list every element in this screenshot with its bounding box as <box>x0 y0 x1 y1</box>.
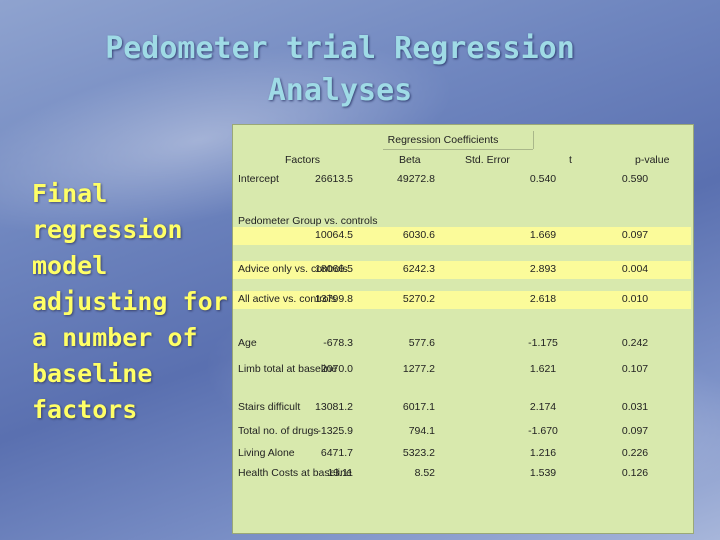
cell-t: 1.216 <box>529 447 557 459</box>
cell-t: 2.174 <box>529 401 557 413</box>
column-header-factors: Factors <box>285 154 321 166</box>
cell-p-value: 0.126 <box>621 467 649 479</box>
group-header-underline <box>383 149 533 150</box>
cell-std-error: 49272.8 <box>397 173 435 185</box>
cell-factor: Intercept <box>238 173 279 185</box>
cell-factor: Living Alone <box>238 447 295 459</box>
cell-beta: 26613.5 <box>315 173 353 185</box>
side-caption-line: regression <box>32 215 183 244</box>
column-header-p-value: p-value <box>635 154 670 166</box>
cell-beta: 13081.2 <box>315 401 353 413</box>
group-header: Regression Coefficients <box>353 131 534 149</box>
cell-p-value: 0.107 <box>621 363 649 375</box>
cell-p-value: 0.031 <box>621 401 649 413</box>
cell-factor: Health Costs at baseline <box>238 467 352 479</box>
side-caption-line: adjusting for <box>32 287 228 316</box>
cell-factor: Age <box>238 337 257 349</box>
cell-beta: 13.11 <box>327 467 354 479</box>
cell-beta: -678.3 <box>323 337 353 349</box>
cell-factor: Stairs difficult <box>238 401 301 413</box>
cell-p-value: 0.004 <box>621 263 649 275</box>
side-caption-line: factors <box>32 395 138 424</box>
cell-p-value: 0.242 <box>621 337 649 349</box>
cell-beta: 10064.5 <box>315 229 353 241</box>
slide-title: Pedometer trial Regression Analyses <box>60 28 620 112</box>
side-caption-line: Final <box>32 179 108 208</box>
cell-beta: -1325.9 <box>317 425 353 437</box>
cell-t: 2.893 <box>529 263 557 275</box>
cell-std-error: 6030.6 <box>402 229 435 241</box>
slide-title-line1: Pedometer trial Regression <box>105 31 575 66</box>
cell-std-error: 5270.2 <box>402 293 435 305</box>
row-highlight <box>233 227 691 245</box>
row-highlight <box>233 291 691 309</box>
cell-t: -1.670 <box>528 425 558 437</box>
cell-p-value: 0.226 <box>621 447 649 459</box>
cell-factor: Advice only vs. controls <box>238 263 348 275</box>
side-caption-line: baseline <box>32 359 153 388</box>
cell-factor: Pedometer Group vs. controls <box>238 215 378 227</box>
cell-std-error: 577.6 <box>408 337 435 349</box>
side-caption-line: a number of <box>32 323 198 352</box>
column-header-t: t <box>569 154 572 166</box>
cell-p-value: 0.010 <box>621 293 649 305</box>
cell-std-error: 5323.2 <box>402 447 435 459</box>
column-header-beta: Beta <box>399 154 421 166</box>
cell-p-value: 0.097 <box>621 229 649 241</box>
cell-t: 1.621 <box>529 363 557 375</box>
side-caption: Final regression model adjusting for a numbe… <box>32 176 232 428</box>
regression-table: Regression Coefficients Factors Beta Std… <box>232 124 694 534</box>
row-highlight <box>233 261 691 279</box>
cell-std-error: 1277.2 <box>402 363 435 375</box>
cell-t: 1.539 <box>529 467 557 479</box>
column-header-std-error: Std. Error <box>465 154 510 166</box>
cell-factor: Limb total at baseline <box>238 363 338 375</box>
cell-t: 1.669 <box>529 229 557 241</box>
cell-beta: 2070.0 <box>320 363 353 375</box>
cell-p-value: 0.590 <box>621 173 649 185</box>
cell-t: 2.618 <box>529 293 557 305</box>
cell-t: 0.540 <box>529 173 557 185</box>
cell-beta: 6471.7 <box>320 447 353 459</box>
slide-title-line2: Analyses <box>267 73 413 108</box>
cell-factor: All active vs. controls <box>238 293 337 305</box>
side-caption-line: model <box>32 251 108 280</box>
cell-std-error: 6242.3 <box>402 263 435 275</box>
cell-factor: Total no. of drugs <box>238 425 319 437</box>
cell-std-error: 8.52 <box>414 467 435 479</box>
cell-std-error: 794.1 <box>408 425 435 437</box>
cell-std-error: 6017.1 <box>402 401 435 413</box>
cell-t: -1.175 <box>528 337 558 349</box>
cell-beta: 18066.5 <box>315 263 353 275</box>
cell-p-value: 0.097 <box>621 425 649 437</box>
cell-beta: 13799.8 <box>315 293 353 305</box>
